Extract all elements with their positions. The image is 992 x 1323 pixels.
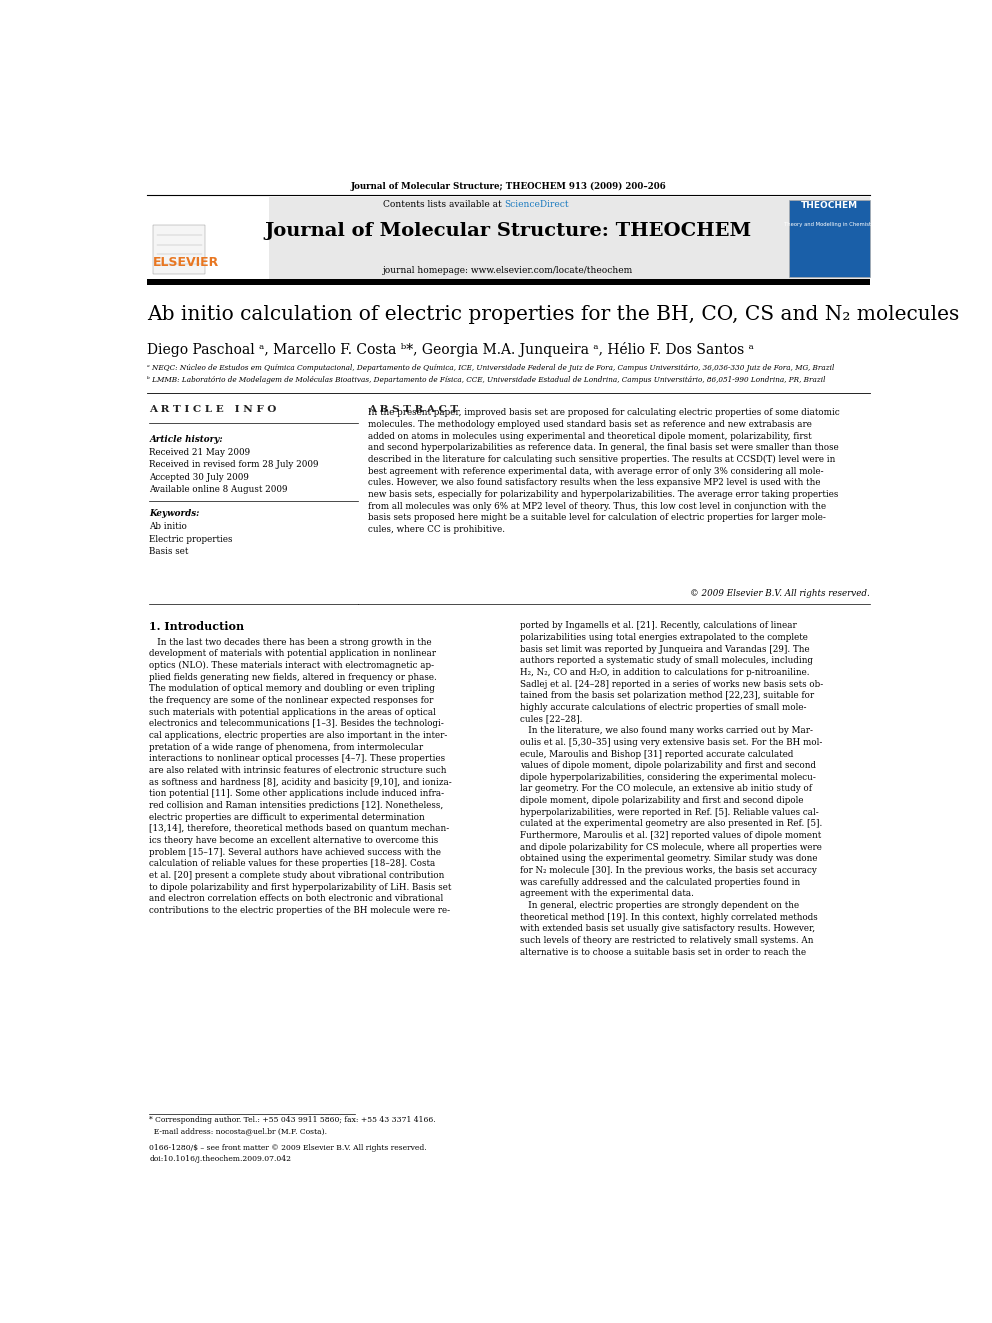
Text: A B S T R A C T: A B S T R A C T: [368, 405, 458, 414]
Text: ᵃ NEQC: Núcleo de Estudos em Química Computacional, Departamento de Química, ICE: ᵃ NEQC: Núcleo de Estudos em Química Com…: [147, 364, 834, 372]
Text: Received in revised form 28 July 2009: Received in revised form 28 July 2009: [150, 460, 318, 470]
Text: ᵇ LMMB: Laboratório de Modelagem de Moléculas Bioativas, Departamento de Física,: ᵇ LMMB: Laboratório de Modelagem de Molé…: [147, 376, 825, 384]
Text: Basis set: Basis set: [150, 546, 188, 556]
Text: Electric properties: Electric properties: [150, 534, 233, 544]
Text: Keywords:: Keywords:: [150, 509, 199, 519]
Text: THEOCHEM: THEOCHEM: [802, 201, 858, 210]
Bar: [147, 197, 870, 279]
Bar: [153, 225, 205, 274]
Text: Received 21 May 2009: Received 21 May 2009: [150, 448, 251, 456]
Text: © 2009 Elsevier B.V. All rights reserved.: © 2009 Elsevier B.V. All rights reserved…: [690, 589, 870, 598]
Text: Journal of Molecular Structure: THEOCHEM: Journal of Molecular Structure: THEOCHEM: [265, 222, 752, 239]
Text: A R T I C L E   I N F O: A R T I C L E I N F O: [150, 405, 277, 414]
Text: Diego Paschoal ᵃ, Marcello F. Costa ᵇ*, Georgia M.A. Junqueira ᵃ, Hélio F. Dos S: Diego Paschoal ᵃ, Marcello F. Costa ᵇ*, …: [147, 343, 754, 357]
Text: Available online 8 August 2009: Available online 8 August 2009: [150, 484, 288, 493]
Text: ported by Ingamells et al. [21]. Recently, calculations of linear
polarizabiliti: ported by Ingamells et al. [21]. Recentl…: [520, 622, 823, 957]
Text: Ab initio calculation of electric properties for the BH, CO, CS and N₂ molecules: Ab initio calculation of electric proper…: [147, 306, 959, 324]
Bar: [789, 200, 870, 277]
Text: 1. Introduction: 1. Introduction: [150, 622, 244, 632]
Text: Theory and Modelling in Chemistry: Theory and Modelling in Chemistry: [784, 222, 876, 228]
Text: Ab initio: Ab initio: [150, 523, 187, 532]
Bar: [147, 279, 870, 284]
Text: journal homepage: www.elsevier.com/locate/theochem: journal homepage: www.elsevier.com/locat…: [383, 266, 634, 275]
Text: ScienceDirect: ScienceDirect: [505, 200, 569, 209]
Text: E-mail address: nocosta@uel.br (M.F. Costa).: E-mail address: nocosta@uel.br (M.F. Cos…: [150, 1127, 327, 1135]
Text: * Corresponding author. Tel.: +55 043 9911 5860; fax: +55 43 3371 4166.: * Corresponding author. Tel.: +55 043 99…: [150, 1117, 436, 1125]
Text: Contents lists available at: Contents lists available at: [383, 200, 505, 209]
Text: doi:10.1016/j.theochem.2009.07.042: doi:10.1016/j.theochem.2009.07.042: [150, 1155, 292, 1163]
Text: 0166-1280/$ – see front matter © 2009 Elsevier B.V. All rights reserved.: 0166-1280/$ – see front matter © 2009 El…: [150, 1144, 427, 1152]
Text: Article history:: Article history:: [150, 435, 223, 443]
Bar: [147, 197, 269, 279]
Text: ELSEVIER: ELSEVIER: [153, 255, 219, 269]
Text: In the present paper, improved basis set are proposed for calculating electric p: In the present paper, improved basis set…: [368, 409, 839, 534]
Text: Journal of Molecular Structure; THEOCHEM 913 (2009) 200–206: Journal of Molecular Structure; THEOCHEM…: [350, 183, 667, 192]
Text: Accepted 30 July 2009: Accepted 30 July 2009: [150, 472, 249, 482]
Text: In the last two decades there has been a strong growth in the
development of mat: In the last two decades there has been a…: [150, 638, 452, 916]
